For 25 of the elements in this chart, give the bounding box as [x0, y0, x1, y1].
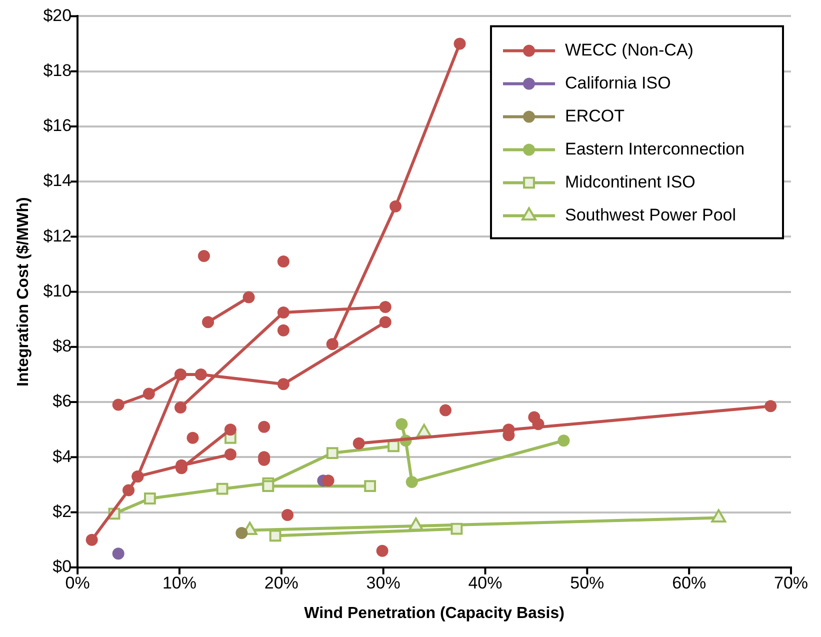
y-tick-label: $12: [43, 226, 72, 246]
x-tick-label: 70%: [774, 573, 808, 592]
legend-label: Eastern Interconnection: [565, 139, 745, 158]
x-tick-label: 60%: [672, 573, 706, 592]
x-tick-label: 30%: [366, 573, 400, 592]
y-tick-label: $16: [43, 116, 72, 136]
legend-label: California ISO: [565, 73, 671, 92]
y-axis-title: Integration Cost ($/MWh): [15, 197, 32, 386]
y-tick-label: $4: [52, 446, 72, 466]
y-tick-label: $10: [43, 281, 72, 300]
legend-label: WECC (Non-CA): [565, 40, 694, 60]
x-axis-title: Wind Penetration (Capacity Basis): [304, 604, 564, 622]
y-tick-label: $2: [52, 502, 72, 521]
y-tick-label: $18: [43, 61, 72, 80]
x-tick-label: 50%: [570, 573, 604, 592]
y-tick-label: $6: [52, 392, 72, 411]
x-tick-label: 10%: [162, 573, 196, 592]
x-tick-label: 40%: [468, 573, 502, 592]
x-tick-label: 20%: [264, 573, 298, 592]
y-tick-label: $20: [43, 6, 72, 25]
legend-label: ERCOT: [565, 106, 624, 126]
y-tick-label: $8: [52, 336, 72, 356]
legend-label: Southwest Power Pool: [565, 205, 736, 224]
y-tick-label: $14: [43, 171, 72, 190]
legend-label: Midcontinent ISO: [565, 172, 696, 192]
